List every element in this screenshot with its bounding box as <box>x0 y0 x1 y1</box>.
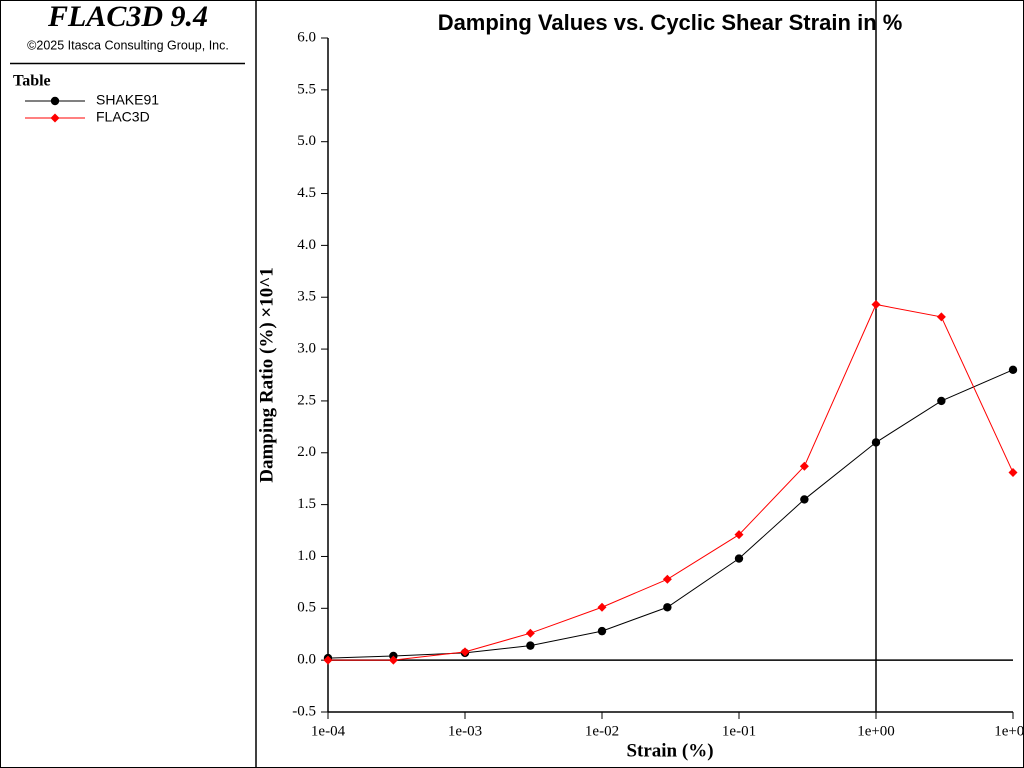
data-point <box>936 312 946 322</box>
x-tick-label: 1e-02 <box>585 723 619 739</box>
y-tick-label: -0.5 <box>292 703 316 719</box>
data-point <box>937 396 946 406</box>
data-point <box>597 602 607 612</box>
data-point <box>323 655 333 665</box>
product-title: FLAC3D 9.4 <box>47 0 208 33</box>
y-tick-label: 2.0 <box>297 444 316 460</box>
data-point <box>1008 365 1018 375</box>
x-tick-label: 1e-01 <box>722 723 756 739</box>
y-tick-label: 4.0 <box>297 237 316 253</box>
x-tick-label: 1e-04 <box>311 723 346 739</box>
legend-marker <box>50 96 60 106</box>
y-tick-label: 5.0 <box>297 133 316 149</box>
x-tick-label: 1e+01 <box>994 723 1024 739</box>
y-tick-label: 1.5 <box>297 496 316 512</box>
data-point <box>460 647 470 657</box>
data-point <box>734 530 744 540</box>
data-point <box>388 655 398 665</box>
data-point <box>871 438 881 447</box>
legend-marker <box>50 113 60 123</box>
y-tick-label: 0.0 <box>297 652 316 668</box>
data-point <box>597 626 607 636</box>
legend-title: Table <box>13 73 51 90</box>
y-tick-label: 3.0 <box>297 341 316 357</box>
y-tick-label: 2.5 <box>297 392 316 408</box>
chart-title: Damping Values vs. Cyclic Shear Strain i… <box>438 10 903 35</box>
data-point <box>800 495 809 504</box>
data-point <box>1008 467 1018 477</box>
data-point <box>662 574 672 584</box>
y-tick-label: 4.5 <box>297 185 316 201</box>
data-point <box>526 641 535 650</box>
legend-label: FLAC3D <box>96 109 150 125</box>
data-point <box>799 461 809 471</box>
copyright: ©2025 Itasca Consulting Group, Inc. <box>27 38 229 52</box>
x-tick-label: 1e+00 <box>857 723 895 739</box>
data-point <box>734 554 744 563</box>
x-tick-label: 1e-03 <box>448 723 482 739</box>
data-point <box>871 299 881 309</box>
y-tick-label: 3.5 <box>297 289 316 305</box>
y-tick-label: 0.5 <box>297 600 316 616</box>
x-axis-label: Strain (%) <box>626 740 713 761</box>
y-tick-label: 5.5 <box>297 81 316 97</box>
data-point <box>663 603 672 612</box>
y-tick-label: 6.0 <box>297 29 316 45</box>
legend-label: SHAKE91 <box>96 92 159 108</box>
data-point <box>525 628 535 638</box>
y-tick-label: 1.0 <box>297 548 316 564</box>
y-axis-label: Damping Ratio (%) ×10^1 <box>256 267 277 483</box>
